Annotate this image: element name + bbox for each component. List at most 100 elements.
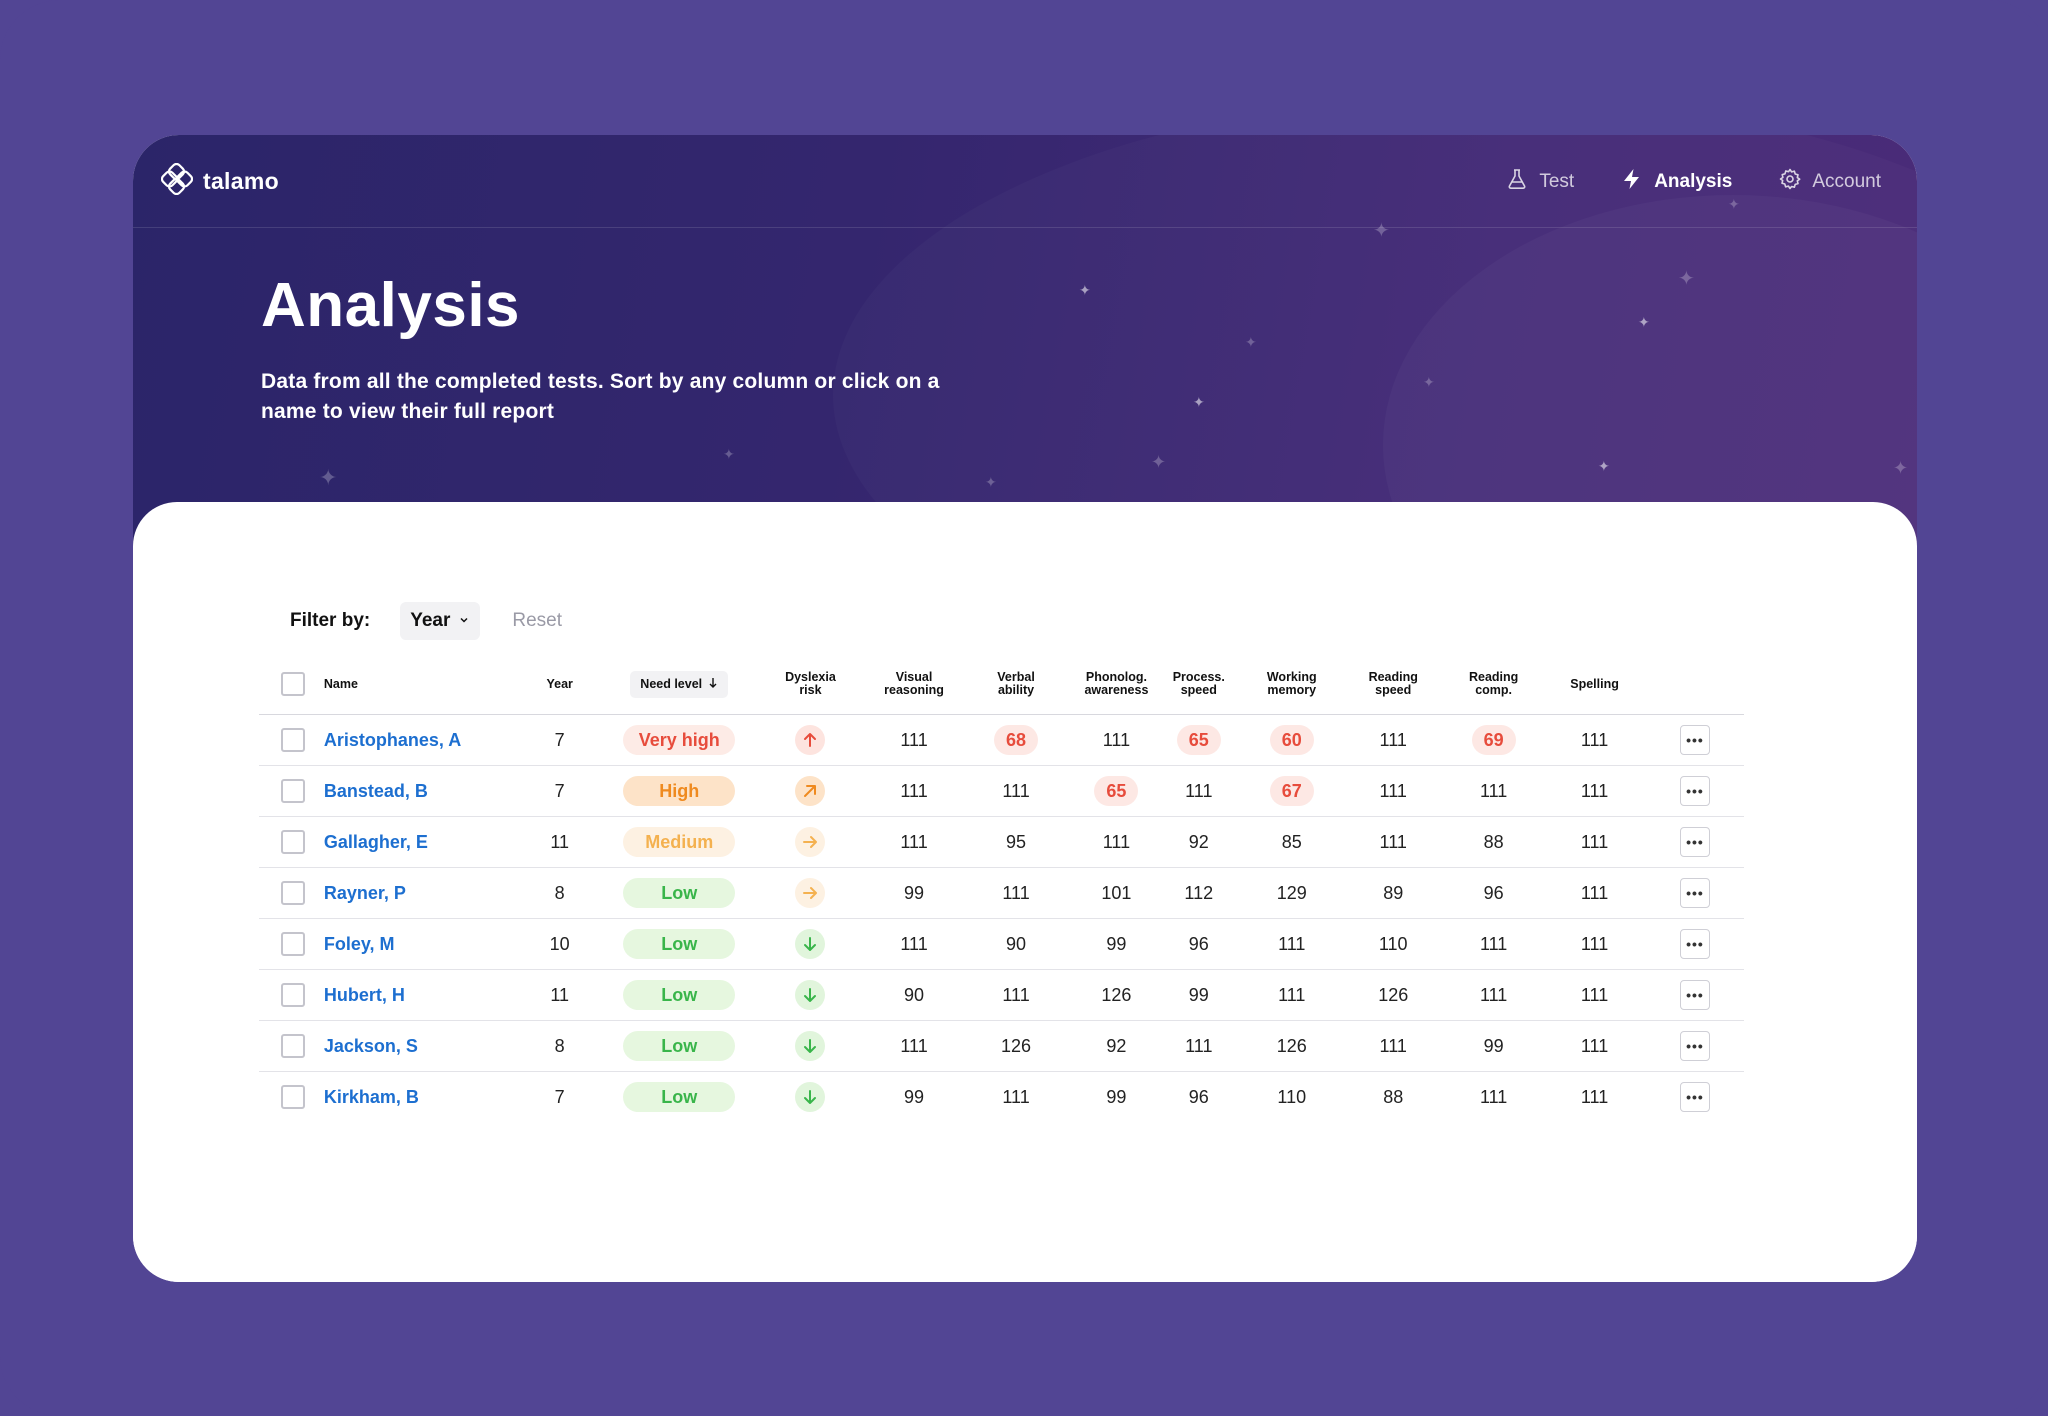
risk-arrow-down-icon	[795, 929, 826, 959]
row-select-cell	[259, 1071, 308, 1122]
student-name-link[interactable]: Banstead, B	[323, 780, 428, 801]
score-value: 92	[1188, 831, 1209, 852]
column-header-need-level[interactable]: Need level	[609, 654, 749, 715]
more-dots-icon: •••	[1686, 732, 1704, 748]
dyslexia-risk-cell	[748, 765, 873, 817]
year-filter-dropdown[interactable]: Year	[400, 602, 481, 640]
nav-item-account[interactable]: Account	[1778, 167, 1881, 197]
score-value: 88	[1383, 1086, 1404, 1107]
spelling-cell: 111	[1543, 1020, 1646, 1072]
column-header-reading-speed[interactable]: Reading speed	[1342, 654, 1444, 715]
row-select-cell	[259, 765, 308, 817]
more-options-button[interactable]: •••	[1679, 980, 1710, 1010]
row-checkbox[interactable]	[281, 779, 305, 803]
phonological-awareness-cell: 126	[1076, 969, 1157, 1021]
more-dots-icon: •••	[1686, 987, 1704, 1003]
visual-reasoning-cell: 111	[872, 765, 956, 817]
score-value: 111	[1102, 729, 1131, 750]
score-value: 129	[1276, 882, 1307, 903]
processing-speed-cell: 65	[1156, 714, 1241, 766]
column-header-reading-comp[interactable]: Reading comp.	[1443, 654, 1544, 715]
more-options-button[interactable]: •••	[1679, 776, 1710, 806]
verbal-ability-cell: 90	[956, 918, 1077, 970]
star-icon: ✦	[1151, 452, 1167, 472]
flagged-score: 69	[1471, 725, 1516, 755]
column-header-processing-speed[interactable]: Process. speed	[1156, 654, 1241, 715]
student-name-link[interactable]: Aristophanes, A	[323, 729, 462, 750]
select-all-checkbox[interactable]	[281, 672, 305, 696]
visual-reasoning-cell: 99	[872, 1071, 956, 1122]
working-memory-cell: 111	[1240, 918, 1343, 970]
student-name-link[interactable]: Foley, M	[323, 933, 395, 954]
column-header-visual-reasoning[interactable]: Visual reasoning	[872, 654, 956, 715]
lightning-icon	[1620, 167, 1644, 197]
score-value: 111	[1002, 984, 1030, 1005]
reading-speed-cell: 88	[1342, 1071, 1444, 1122]
student-name-link[interactable]: Gallagher, E	[323, 831, 428, 852]
row-checkbox[interactable]	[281, 830, 305, 854]
processing-speed-cell: 96	[1156, 918, 1241, 970]
score-value: 92	[1106, 1035, 1127, 1056]
star-icon: ✦	[1079, 282, 1091, 298]
more-options-button[interactable]: •••	[1679, 929, 1710, 959]
reading-speed-cell: 111	[1342, 765, 1444, 817]
score-value: 126	[1001, 1035, 1032, 1056]
star-icon: ✦	[1423, 374, 1435, 390]
processing-speed-cell: 99	[1156, 969, 1241, 1021]
row-checkbox[interactable]	[281, 1085, 305, 1109]
spelling-cell: 111	[1543, 714, 1646, 766]
column-header-dyslexia-risk[interactable]: Dyslexia risk	[748, 654, 873, 715]
working-memory-cell: 67	[1240, 765, 1343, 817]
nav-item-test[interactable]: Test	[1505, 167, 1574, 197]
dyslexia-risk-cell	[748, 816, 873, 868]
column-header-verbal-ability[interactable]: Verbal ability	[956, 654, 1077, 715]
more-options-button[interactable]: •••	[1679, 827, 1710, 857]
dyslexia-risk-cell	[748, 1020, 873, 1072]
nav-item-label: Analysis	[1654, 171, 1733, 192]
more-options-button[interactable]: •••	[1679, 1031, 1710, 1061]
star-icon: ✦	[985, 474, 997, 490]
more-options-button[interactable]: •••	[1679, 878, 1710, 908]
reset-button[interactable]: Reset	[512, 610, 563, 631]
flagged-score: 68	[994, 725, 1039, 755]
column-header-working-memory[interactable]: Working memory	[1240, 654, 1343, 715]
row-checkbox[interactable]	[281, 881, 305, 905]
column-header-phonological-awareness[interactable]: Phonolog. awareness	[1076, 654, 1157, 715]
score-value: 112	[1184, 882, 1214, 903]
talamo-logo-icon	[160, 162, 194, 200]
more-options-button[interactable]: •••	[1679, 1082, 1710, 1112]
row-checkbox[interactable]	[281, 1034, 305, 1058]
row-checkbox[interactable]	[281, 983, 305, 1007]
score-value: 110	[1378, 933, 1408, 954]
actions-cell: •••	[1645, 918, 1745, 970]
need-level-badge: Low	[623, 929, 736, 959]
column-header-name[interactable]: Name	[307, 654, 510, 715]
score-value: 96	[1188, 1086, 1209, 1107]
sort-indicator[interactable]: Need level	[630, 670, 729, 698]
student-name-link[interactable]: Hubert, H	[323, 984, 405, 1005]
main-nav: Test Analysis Account	[1459, 167, 1881, 197]
nav-item-analysis[interactable]: Analysis	[1620, 167, 1732, 197]
spelling-cell: 111	[1543, 918, 1646, 970]
processing-speed-cell: 112	[1156, 867, 1241, 919]
row-checkbox[interactable]	[281, 932, 305, 956]
student-name-link[interactable]: Jackson, S	[323, 1035, 418, 1056]
score-value: 85	[1281, 831, 1302, 852]
more-dots-icon: •••	[1686, 936, 1704, 952]
student-name-link[interactable]: Kirkham, B	[323, 1086, 419, 1107]
more-options-button[interactable]: •••	[1679, 725, 1710, 755]
student-name-link[interactable]: Rayner, P	[323, 882, 406, 903]
row-checkbox[interactable]	[281, 728, 305, 752]
year-cell: 8	[509, 867, 610, 919]
score-value: 110	[1277, 1086, 1307, 1107]
risk-arrow-down-icon	[795, 1082, 826, 1112]
column-header-year[interactable]: Year	[509, 654, 610, 715]
score-value: 111	[1379, 831, 1407, 852]
name-cell: Rayner, P	[307, 867, 510, 919]
more-dots-icon: •••	[1686, 1038, 1704, 1054]
brand-logo[interactable]: talamo	[160, 162, 279, 200]
filter-label: Filter by:	[290, 610, 371, 631]
reading-speed-cell: 111	[1342, 1020, 1444, 1072]
column-header-spelling[interactable]: Spelling	[1543, 654, 1646, 715]
processing-speed-cell: 111	[1156, 765, 1241, 817]
